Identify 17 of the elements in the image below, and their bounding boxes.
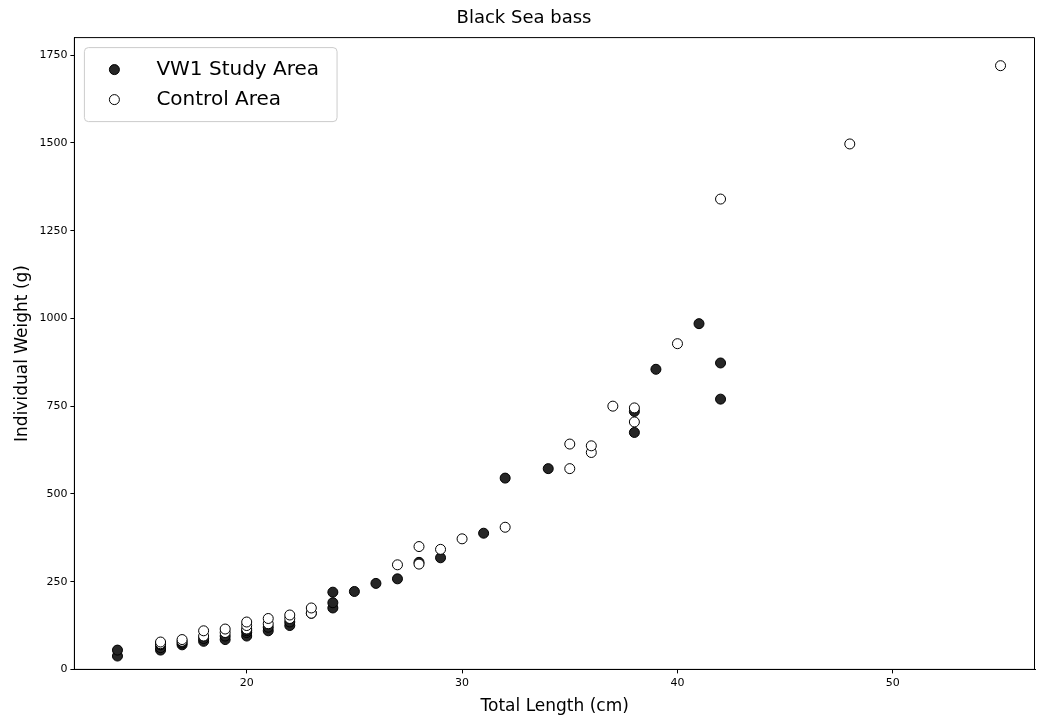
x-tick-label: 20 xyxy=(239,675,254,689)
legend-label: VW1 Study Area xyxy=(156,55,320,80)
y-tick-label: 500 xyxy=(46,486,68,500)
x-tick-label: 50 xyxy=(885,675,900,689)
x-axis-title: Total Length (cm) xyxy=(479,695,629,716)
x-tick-label: 40 xyxy=(670,675,685,689)
y-axis-title: Individual Weight (g) xyxy=(10,265,31,442)
y-tick-label: 1250 xyxy=(39,223,68,237)
y-tick-label: 1750 xyxy=(39,48,68,62)
y-tick-label: 250 xyxy=(46,574,68,588)
y-tick-label: 1000 xyxy=(39,311,68,325)
y-tick-label: 1500 xyxy=(39,135,68,149)
chart-title: Black Sea bass xyxy=(456,6,592,28)
y-tick-label: 0 xyxy=(60,662,68,676)
y-tick-label: 750 xyxy=(46,399,68,413)
legend-label: Control Area xyxy=(156,85,282,110)
x-tick-label: 30 xyxy=(455,675,470,689)
